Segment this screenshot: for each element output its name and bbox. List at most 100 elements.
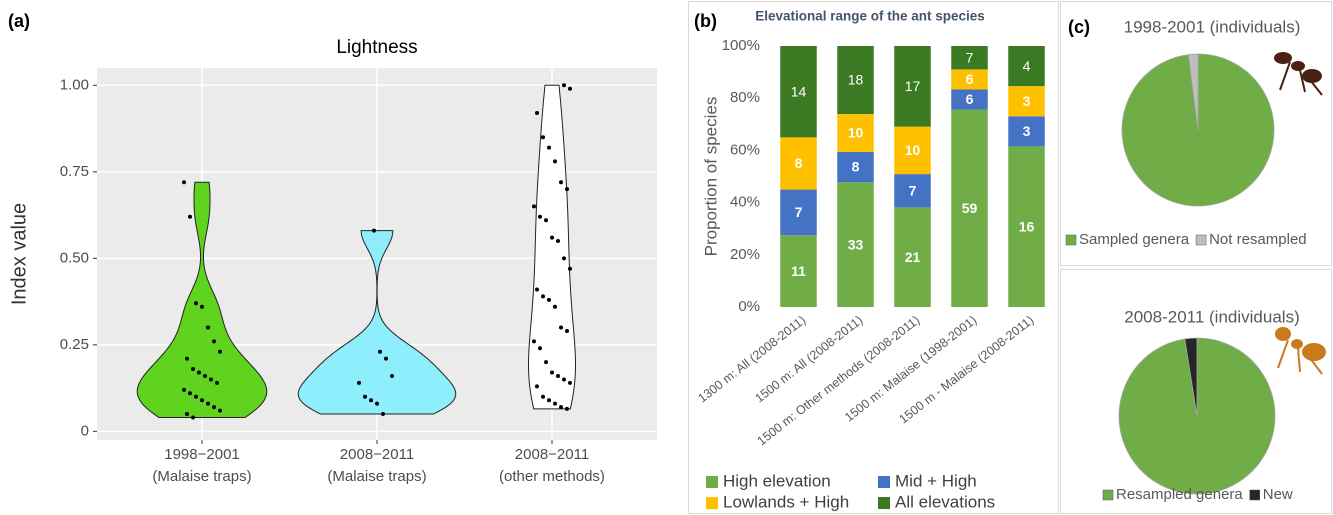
y-tick-label: 0.25 — [60, 336, 89, 353]
data-point — [200, 305, 204, 309]
data-label: 14 — [791, 83, 807, 99]
data-point — [541, 395, 545, 399]
legend-label: Not resampled — [1209, 231, 1307, 248]
legend-swatch — [1196, 235, 1206, 245]
y-tick-label: 0.75 — [60, 163, 89, 180]
data-point — [556, 374, 560, 378]
data-point — [562, 256, 566, 260]
data-point — [182, 388, 186, 392]
data-label: 7 — [795, 204, 803, 220]
legend-label: High elevation — [723, 471, 831, 490]
data-label: 16 — [1019, 218, 1035, 234]
y-tick-label: 0.50 — [60, 249, 89, 266]
data-point — [565, 407, 569, 411]
data-point — [200, 398, 204, 402]
data-point — [559, 326, 563, 330]
data-point — [532, 339, 536, 343]
x-tick-label: (other methods) — [499, 468, 605, 485]
y-tick-label: 1.00 — [60, 76, 89, 93]
data-label: 7 — [966, 49, 974, 65]
chart-title: Elevational range of the ant species — [755, 9, 985, 24]
legend-label: Sampled genera — [1079, 231, 1190, 248]
data-label: 11 — [791, 263, 806, 279]
data-point — [209, 377, 213, 381]
chart-title: Lightness — [336, 37, 417, 58]
y-tick-label: 80% — [730, 89, 760, 106]
data-point — [212, 339, 216, 343]
legend-label: All elevations — [895, 492, 995, 511]
data-point — [562, 83, 566, 87]
data-point — [369, 398, 373, 402]
data-label: 18 — [848, 72, 864, 88]
data-label: 8 — [852, 159, 860, 175]
data-point — [541, 135, 545, 139]
data-point — [553, 305, 557, 309]
legend-swatch — [1250, 490, 1260, 500]
data-label: 8 — [795, 155, 803, 171]
data-point — [372, 229, 376, 233]
data-label: 4 — [1023, 58, 1031, 74]
x-tick-label: 1500 m: All (2008-2011) — [752, 313, 865, 406]
data-point — [215, 381, 219, 385]
ant-icon — [1274, 52, 1322, 95]
y-tick-label: 100% — [722, 37, 760, 54]
legend-label: Resampled genera — [1116, 486, 1243, 503]
x-tick-label: 1998−2001 — [164, 446, 240, 463]
data-point — [535, 384, 539, 388]
data-label: 10 — [848, 125, 864, 141]
data-label: 21 — [905, 249, 921, 265]
data-point — [556, 239, 560, 243]
data-label: 7 — [909, 182, 917, 198]
data-point — [559, 405, 563, 409]
data-label: 59 — [962, 200, 978, 216]
data-label: 10 — [905, 142, 921, 158]
data-label: 17 — [905, 78, 921, 94]
data-point — [532, 204, 536, 208]
legend-label: Mid + High — [895, 471, 977, 490]
legend-swatch — [878, 476, 890, 488]
data-point — [547, 398, 551, 402]
legend-swatch — [1066, 235, 1076, 245]
data-point — [568, 87, 572, 91]
data-point — [206, 402, 210, 406]
y-tick-label: 60% — [730, 141, 760, 158]
ant-icon — [1275, 327, 1326, 374]
data-label: 3 — [1023, 123, 1031, 139]
chart-title: 1998-2001 (individuals) — [1124, 17, 1301, 36]
y-tick-label: 0 — [81, 422, 89, 439]
x-tick-label: (Malaise traps) — [327, 468, 426, 485]
data-point — [185, 412, 189, 416]
data-point — [390, 374, 394, 378]
data-point — [568, 381, 572, 385]
data-point — [191, 416, 195, 420]
legend-label: New — [1263, 486, 1293, 503]
data-label: 3 — [1023, 93, 1031, 109]
data-point — [206, 326, 210, 330]
chart-title: 2008-2011 (individuals) — [1124, 307, 1299, 326]
data-point — [535, 287, 539, 291]
data-point — [378, 350, 382, 354]
y-axis-label: Index value — [8, 203, 30, 305]
data-point — [357, 381, 361, 385]
y-tick-label: 20% — [730, 246, 760, 263]
data-point — [559, 180, 563, 184]
data-point — [185, 357, 189, 361]
data-point — [384, 357, 388, 361]
data-point — [197, 371, 201, 375]
data-point — [562, 377, 566, 381]
data-point — [218, 350, 222, 354]
data-point — [212, 405, 216, 409]
data-point — [538, 346, 542, 350]
data-label: 6 — [966, 71, 974, 87]
legend-swatch — [878, 497, 890, 509]
data-point — [565, 187, 569, 191]
data-point — [188, 391, 192, 395]
y-tick-label: 40% — [730, 194, 760, 211]
data-point — [565, 329, 569, 333]
x-tick-label: 1300 m: All (2008-2011) — [695, 313, 808, 406]
data-point — [188, 215, 192, 219]
data-point — [535, 111, 539, 115]
data-point — [191, 367, 195, 371]
data-point — [375, 402, 379, 406]
data-point — [544, 218, 548, 222]
